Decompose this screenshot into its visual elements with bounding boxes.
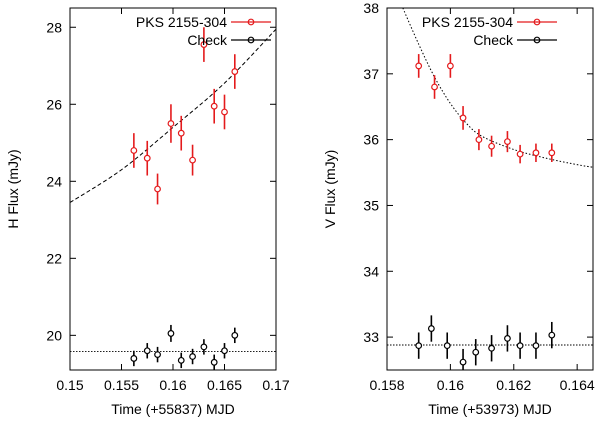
y-tick-label: 36: [363, 132, 379, 148]
legend-label-pks: PKS 2155-304: [422, 14, 513, 30]
y-tick-label: 38: [363, 0, 379, 16]
y-tick-label: 22: [46, 250, 62, 266]
pks-point: [189, 156, 196, 164]
y-tick-label: 37: [363, 66, 379, 82]
check-point: [200, 343, 208, 351]
x-tick-label: 0.16: [437, 377, 464, 393]
y-tick-label: 26: [46, 96, 62, 112]
x-tick-label: 0.165: [207, 377, 242, 393]
x-tick-label: 0.155: [104, 377, 139, 393]
y-tick-label: 24: [46, 173, 62, 189]
pks-point: [475, 136, 483, 144]
y-tick-label: 33: [363, 329, 379, 345]
check-point: [154, 351, 161, 358]
pks-point: [532, 149, 540, 157]
check-point: [548, 331, 556, 339]
check-point: [189, 353, 196, 360]
check-point: [459, 358, 467, 366]
x-tick-label: 0.16: [159, 377, 186, 393]
axis-ticks: 0.158 0.16 0.162 0.164 33 34 35 36 37 38: [363, 0, 594, 393]
check-point: [488, 344, 495, 352]
axis-ticks: 0.15 0.155 0.16 0.165 0.17 20 22 24 26 28: [46, 8, 290, 393]
pks-point: [488, 142, 495, 150]
y-tick-label: 28: [46, 19, 62, 35]
data-points: [415, 54, 556, 370]
check-point: [143, 347, 151, 355]
check-point: [177, 356, 185, 364]
pks-point: [459, 114, 467, 122]
v-flux-panel: 0.158 0.16 0.162 0.164 33 34 35 36 37 38 PKS 2155…: [322, 0, 595, 417]
pks-point: [167, 120, 175, 127]
pks-point: [431, 83, 438, 91]
plot-frame: [386, 7, 594, 371]
check-point: [231, 331, 239, 339]
check-point: [427, 325, 435, 332]
y-tick-label: 20: [46, 327, 62, 343]
x-tick-label: 0.162: [496, 377, 531, 393]
pks-point: [221, 108, 228, 116]
x-tick-label: 0.158: [369, 377, 404, 393]
check-point: [221, 347, 228, 355]
y-axis-label: V Flux (mJy): [322, 150, 338, 229]
fit-curve: [70, 28, 276, 203]
data-points: [130, 27, 239, 370]
y-tick-label: 34: [363, 263, 379, 279]
pks-point: [548, 149, 556, 157]
check-point: [504, 335, 511, 342]
h-flux-panel: 0.15 0.155 0.16 0.165 0.17 20 22 24 26 28 PKS 215…: [5, 7, 290, 417]
x-axis-label: Time (+55837) MJD: [111, 401, 235, 417]
y-axis-label: H Flux (mJy): [5, 149, 21, 228]
pks-point: [415, 62, 423, 70]
legend: PKS 2155-304 Check: [136, 14, 271, 48]
check-point: [210, 358, 218, 366]
x-tick-label: 0.15: [56, 377, 83, 393]
legend-marker-pks: [247, 18, 255, 26]
x-axis-label: Time (+53973) MJD: [428, 401, 552, 417]
check-point: [532, 342, 540, 350]
check-point: [130, 355, 138, 362]
legend-label-check: Check: [187, 32, 228, 48]
pks-point: [504, 138, 511, 146]
check-point: [415, 342, 423, 350]
legend-marker-pks: [533, 18, 541, 26]
pks-point: [177, 129, 185, 137]
fit-lines: [70, 28, 276, 352]
pks-point: [143, 154, 151, 162]
x-tick-label: 0.17: [262, 377, 289, 393]
pks-point: [210, 102, 218, 110]
check-point: [516, 342, 524, 350]
check-point: [443, 342, 451, 350]
pks-point: [446, 62, 454, 70]
y-tick-label: 35: [363, 197, 379, 213]
legend-marker-check: [533, 36, 541, 44]
pks-point: [200, 41, 208, 48]
pks-point: [154, 185, 161, 193]
legend-marker-check: [247, 36, 255, 44]
check-point: [167, 330, 175, 337]
x-tick-label: 0.164: [560, 377, 595, 393]
pks-point: [516, 150, 524, 158]
legend-label-check: Check: [473, 32, 514, 48]
pks-point: [231, 68, 239, 75]
legend-label-pks: PKS 2155-304: [136, 14, 227, 30]
legend: PKS 2155-304 Check: [422, 14, 557, 48]
check-point: [472, 348, 480, 356]
pks-point: [130, 147, 138, 154]
